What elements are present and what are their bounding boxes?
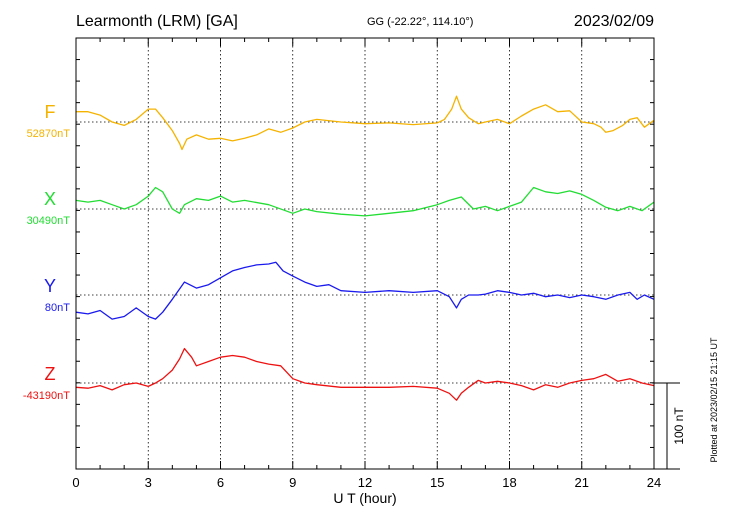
series-line-z	[75, 347, 655, 401]
x-tick-label: 18	[502, 475, 516, 490]
coordinates-label: GG (-22.22°, 114.10°)	[367, 16, 473, 28]
x-axis-label: U T (hour)	[333, 490, 396, 506]
x-tick-label: 3	[145, 475, 152, 490]
scale-bar: 100 nT	[654, 382, 686, 470]
series-line-f	[76, 95, 655, 151]
x-tick-label: 15	[430, 475, 444, 490]
series-layer: F 52870nT X 30490nT Y 80nT Z -43190nT	[23, 95, 655, 402]
plotted-timestamp: Plotted at 2023/02/15 21:15 UT	[709, 337, 719, 463]
x-tick-label: 6	[217, 475, 224, 490]
x-tick-label: 24	[647, 475, 661, 490]
series-baseline-label-z: -43190nT	[23, 390, 70, 402]
x-tick-label: 0	[72, 475, 79, 490]
series-baseline-label-x: 30490nT	[27, 215, 71, 227]
x-tick-labels: 0 3 6 9 12 15 18 21 24	[72, 475, 661, 490]
date-label: 2023/02/09	[574, 13, 654, 30]
series-name-x: X	[44, 189, 56, 209]
x-tick-label: 12	[358, 475, 372, 490]
series-name-y: Y	[44, 276, 56, 296]
series-line-x	[75, 186, 655, 217]
x-tick-label: 9	[289, 475, 296, 490]
scale-bar-label: 100 nT	[672, 407, 686, 445]
series-baseline-label-y: 80nT	[45, 302, 70, 314]
series-name-f: F	[45, 102, 56, 122]
series-baseline-label-f: 52870nT	[27, 128, 71, 140]
x-tick-label: 21	[575, 475, 589, 490]
station-title: Learmonth (LRM) [GA]	[76, 13, 238, 30]
series-line-y	[75, 261, 655, 320]
series-name-z: Z	[45, 364, 56, 384]
axis-ticks	[75, 37, 655, 470]
plot-frame	[75, 37, 655, 470]
